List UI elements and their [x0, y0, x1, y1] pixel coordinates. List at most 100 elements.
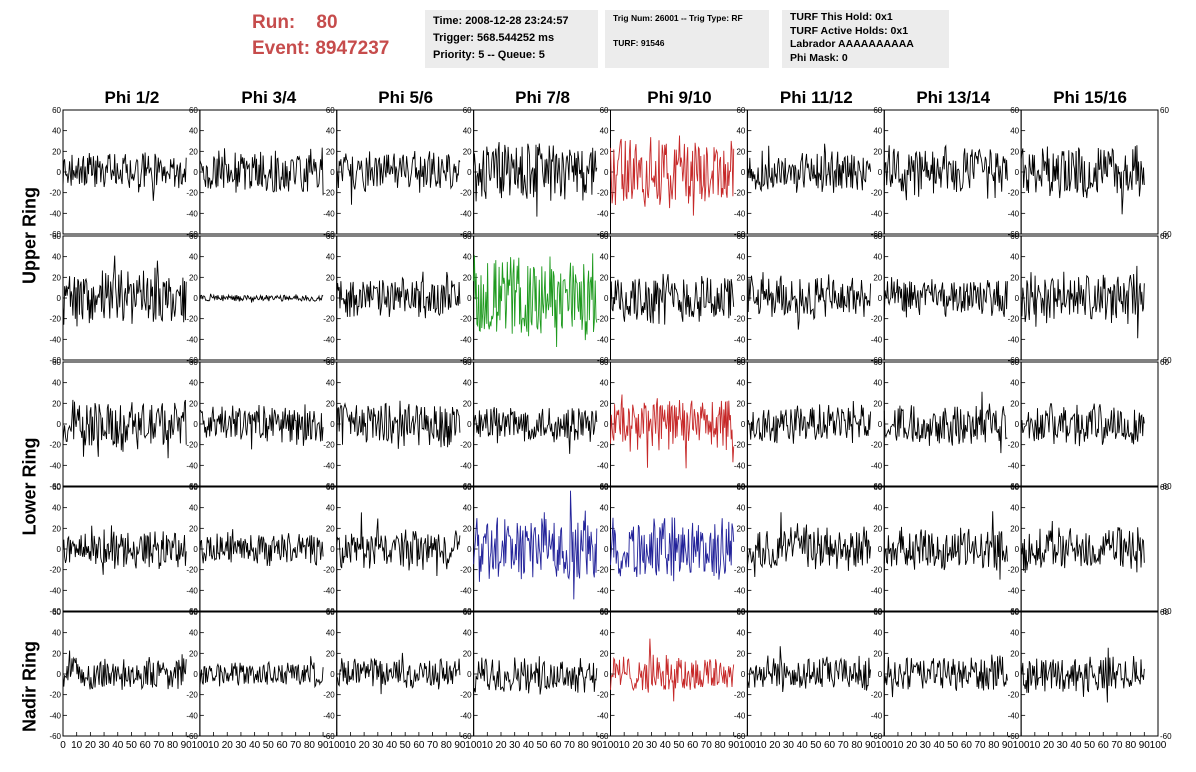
- y-tick-label: -20: [597, 566, 609, 575]
- y-tick-label: 60: [1010, 232, 1019, 241]
- x-tick-label: 90: [591, 740, 603, 751]
- y-tick-label: 60: [52, 483, 61, 492]
- x-tick-label: 30: [509, 740, 521, 751]
- y-tick-label: 20: [189, 524, 198, 533]
- panel-frame: [1020, 611, 1159, 737]
- y-tick-label: 0: [193, 420, 198, 429]
- y-tick-label: -20: [734, 315, 746, 324]
- y-tick-label: 60: [189, 608, 198, 617]
- y-tick-label: 60: [1160, 358, 1169, 367]
- y-tick-label: -60: [1160, 482, 1172, 491]
- trig-info-box: Trig Num: 26001 -- Trig Type: RF TURF: 9…: [605, 10, 769, 68]
- waveform-series: [610, 273, 735, 325]
- y-tick-label: 40: [1010, 504, 1019, 513]
- x-tick-label: 20: [495, 740, 507, 751]
- y-tick-label: 20: [736, 273, 745, 282]
- x-tick-label: 30: [99, 740, 111, 751]
- x-tick-label: 80: [988, 740, 1000, 751]
- y-tick-label: 0: [57, 294, 62, 303]
- y-tick-label: 20: [326, 649, 335, 658]
- y-tick-label: -40: [323, 209, 335, 218]
- y-tick-label: 60: [873, 232, 882, 241]
- y-tick-label: -60: [49, 607, 61, 616]
- y-tick-label: -40: [1008, 586, 1020, 595]
- y-tick-label: 60: [189, 358, 198, 367]
- y-tick-label: -60: [597, 356, 609, 365]
- y-tick-label: 0: [57, 168, 62, 177]
- y-tick-label: 0: [57, 670, 62, 679]
- y-tick-label: 40: [189, 253, 198, 262]
- waveform-series: [62, 152, 187, 201]
- x-tick-label: 70: [427, 740, 439, 751]
- y-tick-label: -40: [597, 711, 609, 720]
- x-tick-label: 100: [876, 740, 893, 751]
- y-tick-label: -20: [734, 441, 746, 450]
- y-tick-label: -40: [1008, 209, 1020, 218]
- y-tick-label: 20: [1010, 399, 1019, 408]
- y-tick-label: -40: [323, 335, 335, 344]
- y-tick-label: 60: [873, 608, 882, 617]
- x-tick-label: 80: [441, 740, 453, 751]
- y-tick-label: 60: [1160, 608, 1169, 617]
- y-tick-label: -20: [871, 315, 883, 324]
- y-tick-label: 40: [463, 629, 472, 638]
- x-tick-label: 30: [646, 740, 658, 751]
- y-tick-label: -60: [323, 230, 335, 239]
- y-tick-label: 60: [736, 358, 745, 367]
- run-row: Run: 80: [252, 10, 389, 36]
- waveform-series: [883, 391, 1008, 454]
- waveform-series: [473, 253, 598, 348]
- y-tick-label: 60: [736, 232, 745, 241]
- y-tick-label: 20: [600, 524, 609, 533]
- waveform-series: [1020, 647, 1145, 703]
- y-tick-label: -60: [186, 230, 198, 239]
- waveform-series: [1020, 265, 1145, 339]
- y-tick-label: 40: [736, 504, 745, 513]
- y-tick-label: -60: [597, 230, 609, 239]
- x-tick-label: 60: [1098, 740, 1110, 751]
- y-tick-label: -20: [460, 441, 472, 450]
- y-tick-label: 20: [600, 147, 609, 156]
- y-tick-label: 40: [52, 127, 61, 136]
- x-tick-label: 90: [454, 740, 466, 751]
- waveform-series: [336, 652, 461, 695]
- column-title: Phi 1/2: [104, 88, 160, 107]
- y-tick-label: -20: [597, 315, 609, 324]
- x-tick-label: 80: [851, 740, 863, 751]
- x-tick-label: 40: [386, 740, 398, 751]
- y-tick-label: 60: [600, 232, 609, 241]
- x-tick-label: 90: [181, 740, 193, 751]
- y-tick-label: -20: [49, 315, 61, 324]
- waveform-series: [199, 293, 324, 303]
- y-tick-label: 20: [189, 649, 198, 658]
- y-tick-label: -40: [734, 209, 746, 218]
- y-tick-label: 40: [189, 379, 198, 388]
- y-tick-label: -20: [597, 691, 609, 700]
- y-tick-label: -40: [460, 461, 472, 470]
- y-tick-label: 0: [741, 294, 746, 303]
- x-tick-label: 40: [112, 740, 124, 751]
- x-tick-label: 30: [783, 740, 795, 751]
- x-tick-label: 20: [85, 740, 97, 751]
- waveform-series: [473, 407, 598, 454]
- y-tick-label: 20: [1010, 273, 1019, 282]
- x-tick-label: 10: [345, 740, 357, 751]
- y-tick-label: -60: [1160, 607, 1172, 616]
- x-tick-label: 10: [1029, 740, 1041, 751]
- y-tick-label: 0: [193, 545, 198, 554]
- y-tick-label: 60: [463, 358, 472, 367]
- y-tick-label: 40: [600, 127, 609, 136]
- waveform-series: [336, 271, 461, 319]
- y-tick-label: -20: [734, 189, 746, 198]
- x-tick-label: 20: [632, 740, 644, 751]
- column-title: Phi 3/4: [241, 88, 297, 107]
- y-tick-label: -60: [1008, 230, 1020, 239]
- x-tick-label: 50: [126, 740, 138, 751]
